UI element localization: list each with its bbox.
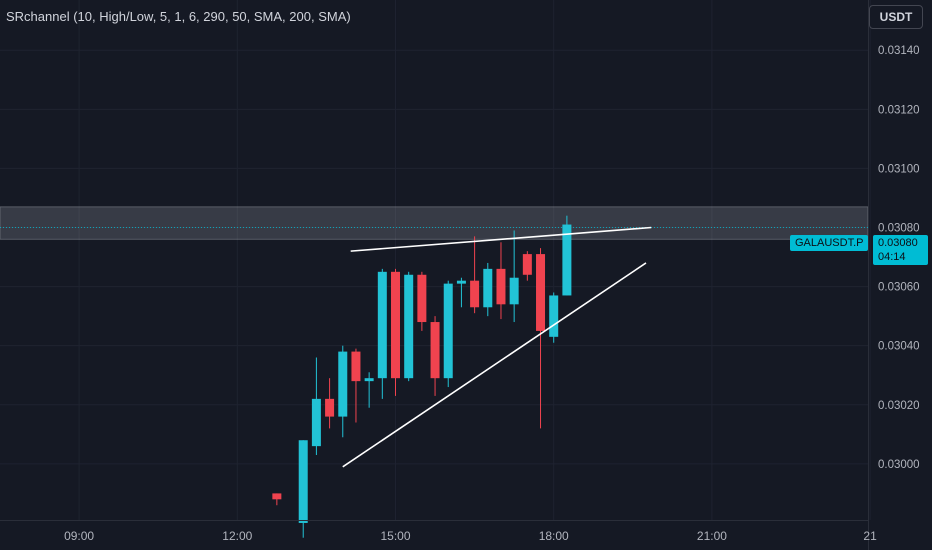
candle-body bbox=[338, 351, 348, 417]
time-tick-label: 21:00 bbox=[697, 529, 727, 543]
time-tick-label: 15:00 bbox=[380, 529, 410, 543]
bar-countdown: 04:14 bbox=[878, 251, 906, 263]
candle-body bbox=[364, 378, 374, 382]
price-tick-label: 0.03100 bbox=[878, 163, 920, 175]
candle-body bbox=[536, 254, 546, 331]
candle-body bbox=[298, 440, 308, 523]
candle-body bbox=[272, 493, 282, 500]
symbol-price-label: GALAUSDT.P bbox=[790, 235, 869, 251]
time-axis[interactable]: 09:00 12:00 15:00 18:00 21:00 21 bbox=[0, 520, 877, 544]
candle-body bbox=[404, 274, 414, 379]
price-tick-label: 0.03120 bbox=[878, 104, 920, 116]
candle-body bbox=[549, 295, 559, 337]
indicator-label[interactable]: SRchannel (10, High/Low, 5, 1, 6, 290, 5… bbox=[6, 9, 351, 24]
last-price-value: 0.03080 bbox=[878, 237, 918, 249]
last-price-tag: 0.03080 04:14 bbox=[873, 235, 928, 265]
time-tick-label: 18:00 bbox=[539, 529, 569, 543]
sr-zone bbox=[0, 206, 869, 240]
price-tick-label: 0.03000 bbox=[878, 459, 920, 471]
time-tick-label: 12:00 bbox=[222, 529, 252, 543]
price-tick-label: 0.03140 bbox=[878, 45, 920, 57]
candle-body bbox=[470, 280, 480, 308]
candle-body bbox=[391, 271, 401, 379]
candle-body bbox=[562, 224, 572, 296]
grid-lines bbox=[0, 0, 871, 520]
sr-zone-band bbox=[0, 206, 869, 240]
price-tick-label: 0.03040 bbox=[878, 341, 920, 353]
candle-body bbox=[325, 398, 335, 417]
trendline bbox=[342, 262, 647, 468]
candle-body bbox=[522, 254, 532, 275]
candle-body bbox=[496, 268, 506, 305]
candle-body bbox=[311, 398, 321, 447]
price-tick-label: 0.03020 bbox=[878, 400, 920, 412]
trendline bbox=[350, 226, 652, 252]
candle-body bbox=[417, 274, 427, 323]
candle-body bbox=[443, 283, 453, 379]
candle-body bbox=[509, 277, 519, 305]
candle-body bbox=[430, 322, 440, 379]
time-tick-label: 09:00 bbox=[64, 529, 94, 543]
price-tick-label: 0.03060 bbox=[878, 282, 920, 294]
candle-body bbox=[377, 271, 387, 379]
price-axis[interactable]: 0.03000 0.03020 0.03040 0.03060 0.03080 0.031… bbox=[868, 0, 920, 550]
candle-body bbox=[483, 268, 493, 308]
candle-body bbox=[456, 280, 466, 284]
candle-body bbox=[351, 351, 361, 382]
time-tick-label: 21 bbox=[863, 529, 877, 543]
price-tick-label: 0.03080 bbox=[878, 223, 920, 235]
currency-button[interactable]: USDT bbox=[869, 5, 923, 29]
trendlines[interactable] bbox=[342, 226, 652, 468]
candles bbox=[272, 215, 572, 538]
